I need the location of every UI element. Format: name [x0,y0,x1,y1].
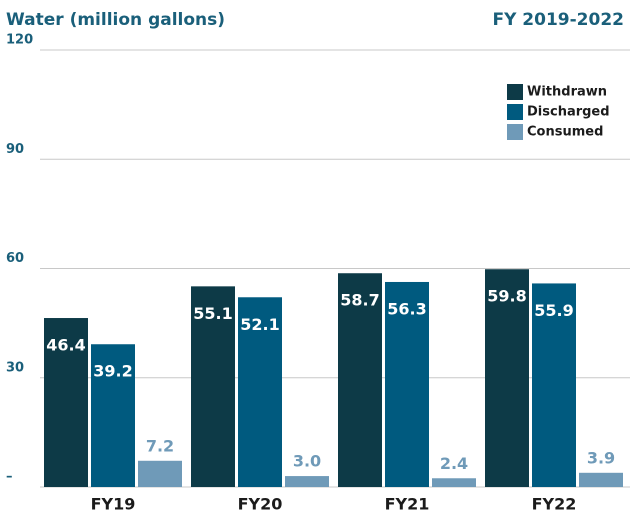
bar [91,344,135,487]
y-tick-label: 60 [6,251,24,266]
value-label: 52.1 [240,315,279,334]
value-label: 39.2 [93,362,132,381]
value-label: 58.7 [340,291,379,310]
value-label: 59.8 [487,287,526,306]
x-tick-label: FY19 [91,495,136,514]
value-label: 3.0 [293,452,321,471]
value-label: 7.2 [146,436,174,455]
value-label: 56.3 [387,299,426,318]
bar [385,281,429,487]
chart-subtitle: FY 2019-2022 [492,10,624,30]
bar [285,476,329,487]
y-tick-label: 30 [6,360,24,375]
legend-label: Consumed [527,125,603,140]
y-tick-label: – [6,470,13,485]
value-label: 2.4 [440,454,468,473]
chart-title: Water (million gallons) [6,10,225,30]
y-tick-label: 90 [6,142,24,157]
legend-label: Discharged [527,105,610,120]
legend-label: Withdrawn [527,85,607,100]
bar [138,460,182,487]
x-tick-label: FY20 [238,495,283,514]
value-label: 46.4 [46,336,85,355]
bar [485,269,529,487]
bar [338,273,382,487]
legend-swatch [507,84,523,100]
bar [191,286,235,487]
x-tick-label: FY22 [532,495,577,514]
legend-swatch [507,124,523,140]
bar [532,283,576,487]
legend-swatch [507,104,523,120]
bar [432,478,476,487]
bar [238,297,282,487]
value-label: 55.9 [534,301,573,320]
x-tick-label: FY21 [385,495,430,514]
y-tick-label: 120 [6,33,33,48]
value-label: 55.1 [193,304,232,323]
bar [44,318,88,487]
value-label: 3.9 [587,448,615,467]
bar [579,472,623,487]
